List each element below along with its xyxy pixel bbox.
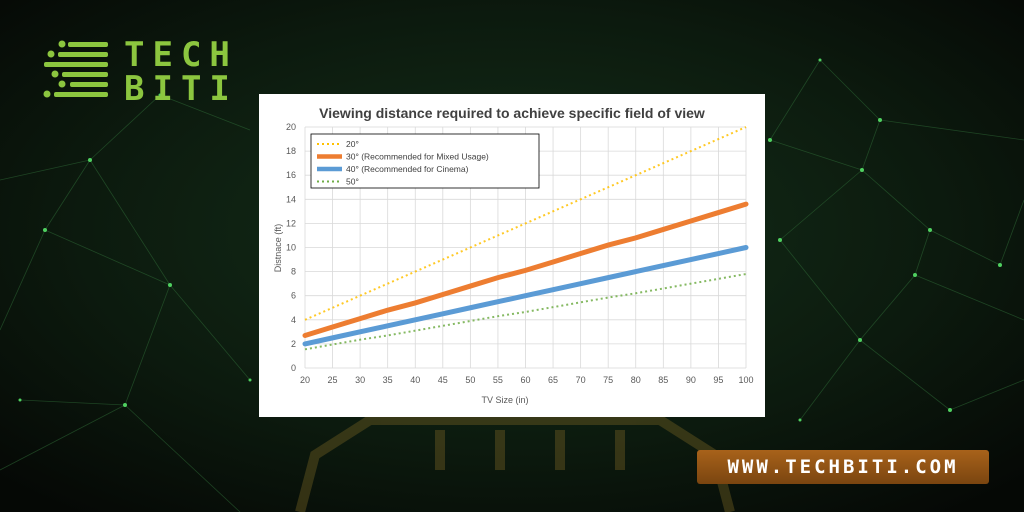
chart-title: Viewing distance required to achieve spe… — [319, 105, 705, 121]
legend-label-2: 40° (Recommended for Cinema) — [346, 164, 469, 174]
y-tick-label: 16 — [286, 170, 296, 180]
x-tick-label: 20 — [300, 375, 310, 385]
x-tick-label: 90 — [686, 375, 696, 385]
x-tick-label: 60 — [520, 375, 530, 385]
y-tick-label: 2 — [291, 339, 296, 349]
y-tick-label: 12 — [286, 218, 296, 228]
legend-label-3: 50° — [346, 177, 359, 187]
series-line-2 — [302, 245, 749, 347]
x-axis-label: TV Size (in) — [481, 395, 528, 405]
x-tick-label: 65 — [548, 375, 558, 385]
y-tick-label: 4 — [291, 315, 296, 325]
brand-line-2: BITI — [124, 69, 238, 109]
y-axis-label: Distnace (ft) — [273, 224, 283, 273]
x-tick-label: 85 — [658, 375, 668, 385]
x-tick-label: 75 — [603, 375, 613, 385]
legend-label-1: 30° (Recommended for Mixed Usage) — [346, 152, 489, 162]
y-tick-label: 6 — [291, 291, 296, 301]
x-tick-label: 40 — [410, 375, 420, 385]
x-tick-label: 80 — [631, 375, 641, 385]
y-tick-label: 20 — [286, 122, 296, 132]
x-tick-label: 50 — [465, 375, 475, 385]
y-axis-ticks: 0 2 4 6 8 10 12 14 16 18 20 — [286, 122, 296, 373]
x-tick-label: 35 — [383, 375, 393, 385]
brand-line-1: TECH — [124, 35, 238, 75]
x-tick-label: 55 — [493, 375, 503, 385]
legend-label-0: 20° — [346, 139, 359, 149]
x-tick-label: 25 — [328, 375, 338, 385]
series-line-1 — [302, 201, 749, 338]
y-tick-label: 8 — [291, 267, 296, 277]
x-tick-label: 100 — [738, 375, 753, 385]
y-tick-label: 14 — [286, 194, 296, 204]
x-tick-label: 30 — [355, 375, 365, 385]
website-url-badge[interactable]: WWW.TECHBITI.COM — [697, 450, 989, 484]
x-tick-label: 45 — [438, 375, 448, 385]
x-axis-ticks: 20 25 30 35 40 45 50 55 60 65 70 75 80 85 90 95 100 — [300, 375, 754, 385]
network-lines — [0, 59, 1024, 512]
line-chart: Viewing distance required to achieve spe… — [273, 105, 754, 405]
y-tick-label: 18 — [286, 146, 296, 156]
chart-legend: 20° 30° (Recommended for Mixed Usage) 40° … — [310, 133, 540, 189]
chart-series — [302, 126, 749, 351]
chart-panel: Viewing distance required to achieve spe… — [259, 94, 765, 417]
y-tick-label: 10 — [286, 243, 296, 253]
series-line-0 — [304, 126, 747, 321]
x-tick-label: 70 — [576, 375, 586, 385]
x-tick-label: 95 — [713, 375, 723, 385]
circuit-logo-icon — [43, 40, 108, 98]
network-nodes — [18, 58, 1002, 422]
y-tick-label: 0 — [291, 363, 296, 373]
